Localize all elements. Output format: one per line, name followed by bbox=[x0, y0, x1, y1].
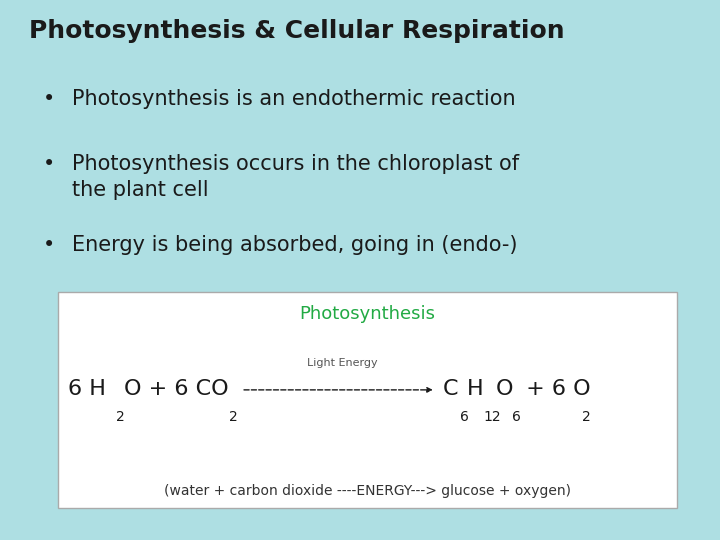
Text: 6: 6 bbox=[512, 410, 521, 424]
Text: Energy is being absorbed, going in (endo-): Energy is being absorbed, going in (endo… bbox=[72, 235, 518, 255]
Text: Light Energy: Light Energy bbox=[307, 357, 377, 368]
Text: •: • bbox=[43, 89, 55, 109]
Text: Photosynthesis is an endothermic reaction: Photosynthesis is an endothermic reactio… bbox=[72, 89, 516, 109]
Text: C: C bbox=[443, 379, 459, 399]
Text: 6: 6 bbox=[460, 410, 469, 424]
Text: H: H bbox=[467, 379, 484, 399]
Text: Photosynthesis occurs in the chloroplast of
the plant cell: Photosynthesis occurs in the chloroplast… bbox=[72, 154, 519, 199]
Text: (water + carbon dioxide ----ENERGY---> glucose + oxygen): (water + carbon dioxide ----ENERGY---> g… bbox=[163, 484, 571, 498]
Text: •: • bbox=[43, 235, 55, 255]
Text: + 6 O: + 6 O bbox=[519, 379, 590, 399]
Text: •: • bbox=[43, 154, 55, 174]
Text: 12: 12 bbox=[483, 410, 500, 424]
Text: 2: 2 bbox=[116, 410, 125, 424]
Text: Photosynthesis: Photosynthesis bbox=[300, 305, 435, 323]
FancyBboxPatch shape bbox=[58, 292, 677, 508]
Text: 6 H: 6 H bbox=[68, 379, 107, 399]
Text: 2: 2 bbox=[582, 410, 591, 424]
Text: Photosynthesis & Cellular Respiration: Photosynthesis & Cellular Respiration bbox=[29, 19, 564, 43]
Text: 2: 2 bbox=[229, 410, 238, 424]
Text: O: O bbox=[496, 379, 513, 399]
Text: O + 6 CO: O + 6 CO bbox=[124, 379, 228, 399]
